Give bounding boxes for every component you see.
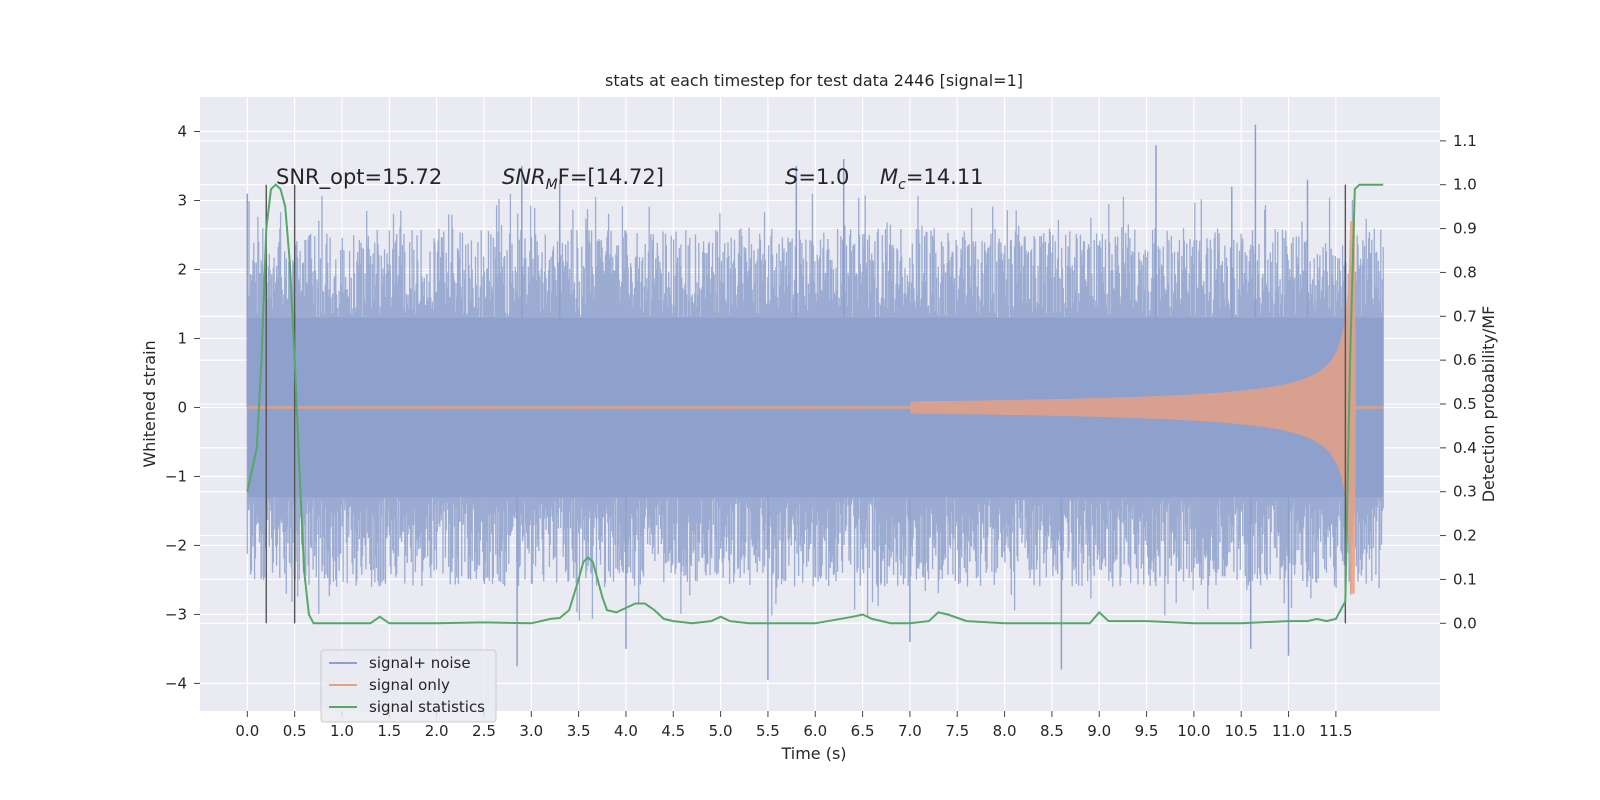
x-tick-label: 3.5 — [567, 722, 591, 740]
x-tick-label: 6.0 — [803, 722, 827, 740]
y-right-tick-label: 0.8 — [1453, 263, 1477, 281]
y-right-tick-label: 1.1 — [1453, 132, 1477, 150]
annotation-mc-value: =14.11 — [906, 165, 984, 189]
legend: signal+ noise signal only signal statist… — [320, 649, 497, 723]
x-tick-label: 0.0 — [235, 722, 259, 740]
chart-title: stats at each timestep for test data 244… — [605, 71, 1023, 90]
series-signal-statistics — [246, 183, 1384, 625]
y-left-tick-label: 3 — [177, 191, 187, 209]
x-tick-label: 1.5 — [377, 722, 401, 740]
y-left-tick-label: −4 — [165, 674, 187, 692]
y-right-tick-label: 0.6 — [1453, 351, 1477, 369]
legend-label-signal-only: signal only — [369, 676, 450, 694]
annotation-mc-var: M — [880, 165, 898, 189]
x-tick-label: 6.5 — [851, 722, 875, 740]
annotation-mc: Mc=14.11 — [880, 165, 984, 193]
y-left-tick-label: −3 — [165, 605, 187, 623]
x-axis-ticks: 0.0 0.5 1.0 1.5 2.0 2.5 3.0 3.5 4.0 4.5 5.0 5.5 6.0 6… — [235, 711, 1353, 740]
legend-box — [320, 649, 497, 723]
x-tick-label: 8.5 — [1040, 722, 1064, 740]
signal-statistics-line — [246, 183, 1384, 625]
y-axis-left-ticks: 4 3 2 1 0 −1 −2 −3 −4 — [165, 122, 200, 692]
legend-label-signal-statistics: signal statistics — [369, 698, 485, 716]
annotation-s-value: =1.0 — [798, 165, 849, 189]
x-tick-label: 7.5 — [945, 722, 969, 740]
x-tick-label: 2.0 — [425, 722, 449, 740]
y-right-tick-label: 0.2 — [1453, 527, 1477, 545]
x-tick-label: 11.0 — [1272, 722, 1305, 740]
x-tick-label: 11.5 — [1319, 722, 1352, 740]
x-tick-label: 1.0 — [330, 722, 354, 740]
annotation-snr-mf-sub: M — [546, 177, 558, 193]
legend-label-signal-noise: signal+ noise — [369, 654, 471, 672]
y-left-tick-label: 0 — [177, 398, 187, 416]
annotations: SNR_opt=15.72 SNRMF=[14.72] S=1.0 Mc=14.… — [276, 165, 984, 193]
plot-area — [200, 97, 1440, 711]
y-left-tick-label: −2 — [165, 536, 187, 554]
y-right-tick-label: 0.3 — [1453, 483, 1477, 501]
x-tick-label: 4.5 — [661, 722, 685, 740]
y-right-tick-label: 0.7 — [1453, 307, 1477, 325]
x-tick-label: 8.0 — [993, 722, 1017, 740]
x-tick-label: 10.5 — [1225, 722, 1258, 740]
x-tick-label: 5.0 — [709, 722, 733, 740]
y-left-tick-label: 1 — [177, 329, 187, 347]
series-signal-only — [247, 221, 1384, 594]
annotation-snr-mf: SNRMF=[14.72] — [502, 165, 664, 193]
annotation-snr-mf-prefix: SNR — [502, 165, 546, 189]
y-right-tick-label: 1.0 — [1453, 176, 1477, 194]
annotation-s: S=1.0 — [785, 165, 849, 189]
y-left-tick-label: 2 — [177, 260, 187, 278]
y-axis-right-ticks: 1.1 1.0 0.9 0.8 0.7 0.6 0.5 0.4 0.3 0.2 0.1 0.0 — [1440, 132, 1477, 632]
x-tick-label: 9.5 — [1135, 722, 1159, 740]
annotation-snr-mf-suffix: F=[14.72] — [558, 165, 664, 189]
y-right-tick-label: 0.9 — [1453, 220, 1477, 238]
y-right-tick-label: 0.0 — [1453, 614, 1477, 632]
annotation-mc-sub: c — [898, 177, 906, 193]
y-right-tick-label: 0.1 — [1453, 570, 1477, 588]
x-tick-label: 3.0 — [519, 722, 543, 740]
x-axis-label: Time (s) — [780, 744, 846, 763]
x-tick-label: 0.5 — [283, 722, 307, 740]
x-tick-label: 4.0 — [614, 722, 638, 740]
noise-peaks — [246, 124, 1309, 680]
x-tick-label: 10.0 — [1177, 722, 1210, 740]
annotation-s-var: S — [785, 165, 798, 189]
y-axis-left-label: Whitened strain — [140, 340, 159, 467]
y-left-tick-label: −1 — [165, 467, 187, 485]
annotation-snr-opt: SNR_opt=15.72 — [276, 165, 442, 190]
signal-chirp-area — [247, 221, 1384, 594]
x-tick-label: 7.0 — [898, 722, 922, 740]
y-right-tick-label: 0.5 — [1453, 395, 1477, 413]
y-right-tick-label: 0.4 — [1453, 439, 1477, 457]
y-axis-right-label: Detection probability/MF — [1479, 306, 1498, 503]
y-left-tick-label: 4 — [177, 122, 187, 140]
x-tick-label: 9.0 — [1087, 722, 1111, 740]
x-tick-label: 2.5 — [472, 722, 496, 740]
x-tick-label: 5.5 — [756, 722, 780, 740]
